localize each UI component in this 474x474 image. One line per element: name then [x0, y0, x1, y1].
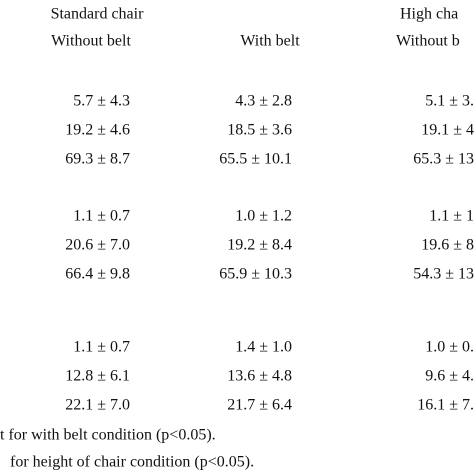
table-cell: 5.7 ± 4.3	[73, 93, 130, 110]
table-cell: 19.1 ± 4	[421, 122, 474, 139]
table-cell: 18.5 ± 3.6	[227, 122, 292, 139]
table-cell: 69.3 ± 8.7	[65, 151, 130, 168]
table-cell: 21.7 ± 6.4	[227, 397, 292, 414]
table-cell: 65.9 ± 10.3	[219, 266, 292, 283]
table-cell: 19.6 ± 8	[421, 237, 474, 254]
table-cell: 54.3 ± 13	[413, 266, 474, 283]
table-cell: 19.2 ± 8.4	[227, 237, 292, 254]
footnote: t for with belt condition (p<0.05).	[0, 427, 216, 444]
table-cell: 12.8 ± 6.1	[65, 368, 130, 385]
table-cell: 1.1 ± 1	[429, 208, 474, 225]
column-header: With belt	[240, 33, 300, 50]
column-header: Without belt	[51, 33, 131, 50]
table-cell: 5.1 ± 3.	[425, 93, 474, 110]
table-cell: 9.6 ± 4.	[425, 368, 474, 385]
table-cell: 22.1 ± 7.0	[65, 397, 130, 414]
footnote: for height of chair condition (p<0.05).	[10, 454, 254, 471]
table-cell: 19.2 ± 4.6	[65, 122, 130, 139]
table-cell: 1.1 ± 0.7	[73, 339, 130, 356]
table-cell: 16.1 ± 7.	[417, 397, 474, 414]
table-cell: 1.0 ± 1.2	[235, 208, 292, 225]
group-header: High cha	[400, 6, 458, 23]
table-cell: 13.6 ± 4.8	[227, 368, 292, 385]
table-cell: 1.0 ± 0.	[425, 339, 474, 356]
table-cell: 65.3 ± 13	[413, 151, 474, 168]
column-header: Without b	[396, 33, 460, 50]
group-header: Standard chair	[51, 6, 145, 23]
table-cell: 4.3 ± 2.8	[235, 93, 292, 110]
table-cell: 1.1 ± 0.7	[73, 208, 130, 225]
table-cell: 1.4 ± 1.0	[235, 339, 292, 356]
table-cell: 66.4 ± 9.8	[65, 266, 130, 283]
table-cell: 65.5 ± 10.1	[219, 151, 292, 168]
table-cell: 20.6 ± 7.0	[65, 237, 130, 254]
